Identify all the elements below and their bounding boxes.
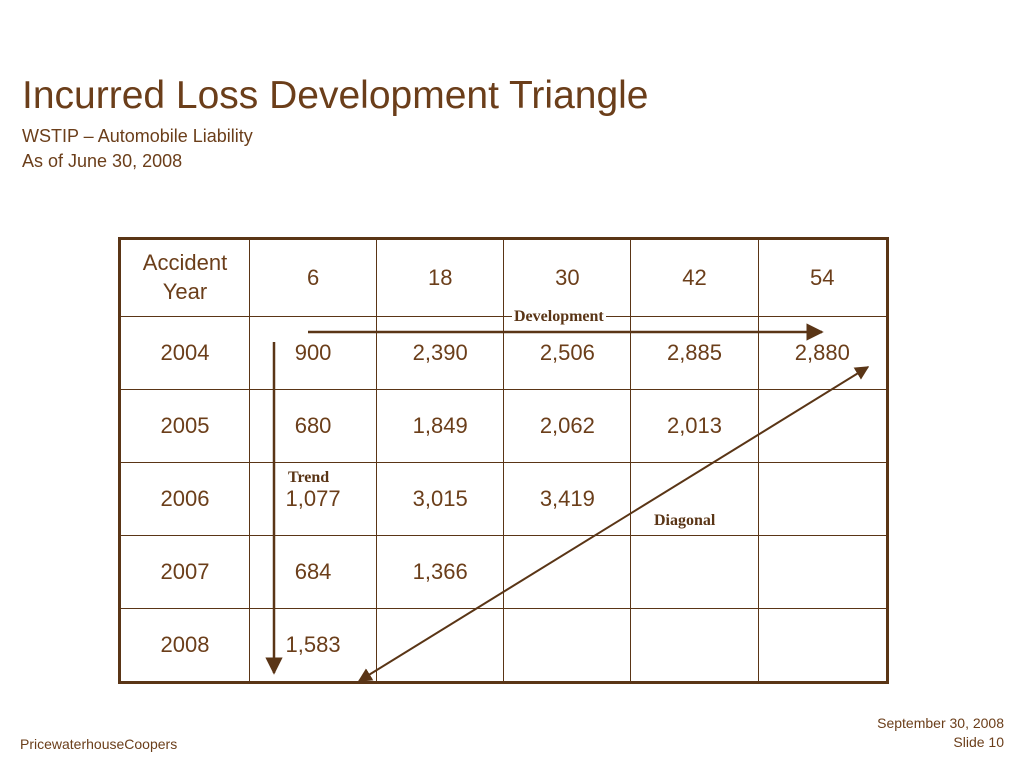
accident-year-cell: 2008 [119,608,250,683]
development-age-header: 42 [630,238,759,317]
accident-year-cell: 2005 [119,389,250,463]
loss-value-cell: 1,849 [376,389,505,463]
footer-slide-number: Slide 10 [953,733,1004,750]
table-row: 2004 900 2,390 2,506 2,885 2,880 [119,316,889,390]
slide-title: Incurred Loss Development Triangle [22,74,649,117]
table-row: 2006 1,077 3,015 3,419 [119,462,889,536]
loss-value-cell: 2,885 [630,316,759,390]
loss-value-cell [630,608,759,683]
development-age-header: 6 [248,238,378,317]
development-age-header: 18 [376,238,505,317]
loss-value-cell: 3,419 [503,462,632,536]
loss-value-cell: 2,062 [503,389,632,463]
slide-subtitle-line: WSTIP – Automobile Liability [22,126,253,146]
loss-value-cell [757,535,889,609]
diagonal-label: Diagonal [652,512,718,529]
trend-label: Trend [286,469,332,486]
loss-value-cell: 900 [248,316,378,390]
loss-value-cell [757,389,889,463]
footer-company: PricewaterhouseCoopers [20,736,178,752]
loss-development-table: Accident Year 6 18 30 42 54 2004 900 2,3… [118,237,889,684]
loss-value-cell: 1,366 [376,535,505,609]
loss-value-cell [376,608,505,683]
loss-value-cell [757,608,889,683]
table-row: 2007 684 1,366 [119,535,889,609]
loss-value-cell: 2,013 [630,389,759,463]
loss-value-cell [630,535,759,609]
loss-value-cell [503,608,632,683]
loss-value-cell: 2,390 [376,316,505,390]
loss-value-cell: 684 [248,535,378,609]
footer-date: September 30, 2008 [877,715,1004,731]
development-age-header: 54 [757,238,889,317]
loss-value-cell: 680 [248,389,378,463]
accident-year-header-line2: Year [162,279,208,304]
loss-value-cell [503,535,632,609]
accident-year-header-line1: Accident [142,250,228,276]
accident-year-cell: 2007 [119,535,250,609]
accident-year-cell: 2006 [119,462,250,536]
loss-value-cell [757,462,889,536]
accident-year-header: Accident Year [119,238,250,317]
loss-value-cell: 3,015 [376,462,505,536]
slide-subtitle-date: As of June 30, 2008 [22,151,183,171]
table-row: 2008 1,583 [119,608,889,683]
table-header-row: Accident Year 6 18 30 42 54 [119,238,889,317]
development-label: Development [512,308,606,325]
development-age-header: 30 [503,238,632,317]
loss-value-cell: 2,506 [503,316,632,390]
accident-year-cell: 2004 [119,316,250,390]
loss-value-cell: 2,880 [757,316,889,390]
table-row: 2005 680 1,849 2,062 2,013 [119,389,889,463]
loss-value-cell: 1,583 [248,608,378,683]
footer-meta: September 30, 2008 Slide 10 [877,714,1004,752]
